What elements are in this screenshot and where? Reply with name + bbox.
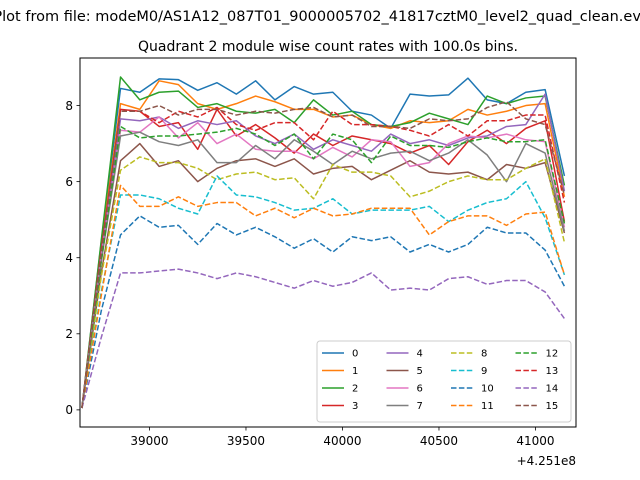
series-line-11 [81, 184, 566, 409]
figure-suptitle: Plot from file: modeM0/AS1A12_087T01_900… [0, 9, 640, 25]
series-line-8 [81, 156, 566, 409]
axes-frame [79, 57, 577, 428]
x-tick-label: 40500 [420, 434, 458, 448]
series-line-15 [81, 101, 566, 409]
series-line-3 [81, 108, 566, 409]
series-line-0 [81, 77, 566, 409]
legend-label-14: 14 [546, 384, 559, 395]
legend-label-12: 12 [546, 349, 559, 360]
legend-label-2: 2 [352, 384, 358, 395]
series-line-14 [81, 268, 566, 409]
legend-label-13: 13 [546, 366, 559, 377]
legend-label-8: 8 [481, 349, 487, 360]
legend-label-0: 0 [352, 349, 358, 360]
legend-label-1: 1 [352, 366, 358, 377]
series-layer [81, 76, 566, 409]
series-line-2 [81, 76, 566, 409]
y-tick-label: 4 [65, 251, 73, 265]
x-tick-label: 39500 [227, 434, 265, 448]
y-tick-label: 6 [65, 175, 73, 189]
legend-label-5: 5 [417, 366, 423, 377]
x-tick-label: 40000 [323, 434, 361, 448]
legend-label-10: 10 [481, 384, 494, 395]
x-tick-label: 41000 [516, 434, 554, 448]
y-tick-label: 0 [65, 403, 73, 417]
series-line-9 [81, 175, 566, 409]
series-line-1 [81, 80, 566, 409]
y-tick-label: 2 [65, 327, 73, 341]
legend-label-3: 3 [352, 401, 358, 412]
legend-label-11: 11 [481, 401, 494, 412]
series-line-7 [81, 131, 566, 409]
y-tick-label: 8 [65, 99, 73, 113]
series-line-12 [81, 125, 566, 409]
x-offset-label: +4.251e8 [517, 454, 576, 468]
series-line-13 [81, 106, 566, 409]
legend-label-7: 7 [417, 401, 423, 412]
legend-label-9: 9 [481, 366, 487, 377]
ticks-layer: 39000 39500 40000 40500 41000 0 2 4 6 8 [65, 99, 554, 448]
legend-label-4: 4 [417, 349, 423, 360]
series-line-10 [81, 215, 566, 409]
x-tick-label: 39000 [130, 434, 168, 448]
legend-label-15: 15 [546, 401, 559, 412]
chart-title: Quadrant 2 module wise count rates with … [138, 39, 518, 55]
legend-label-6: 6 [417, 384, 423, 395]
series-line-4 [81, 93, 566, 409]
legend-frame [316, 340, 572, 423]
